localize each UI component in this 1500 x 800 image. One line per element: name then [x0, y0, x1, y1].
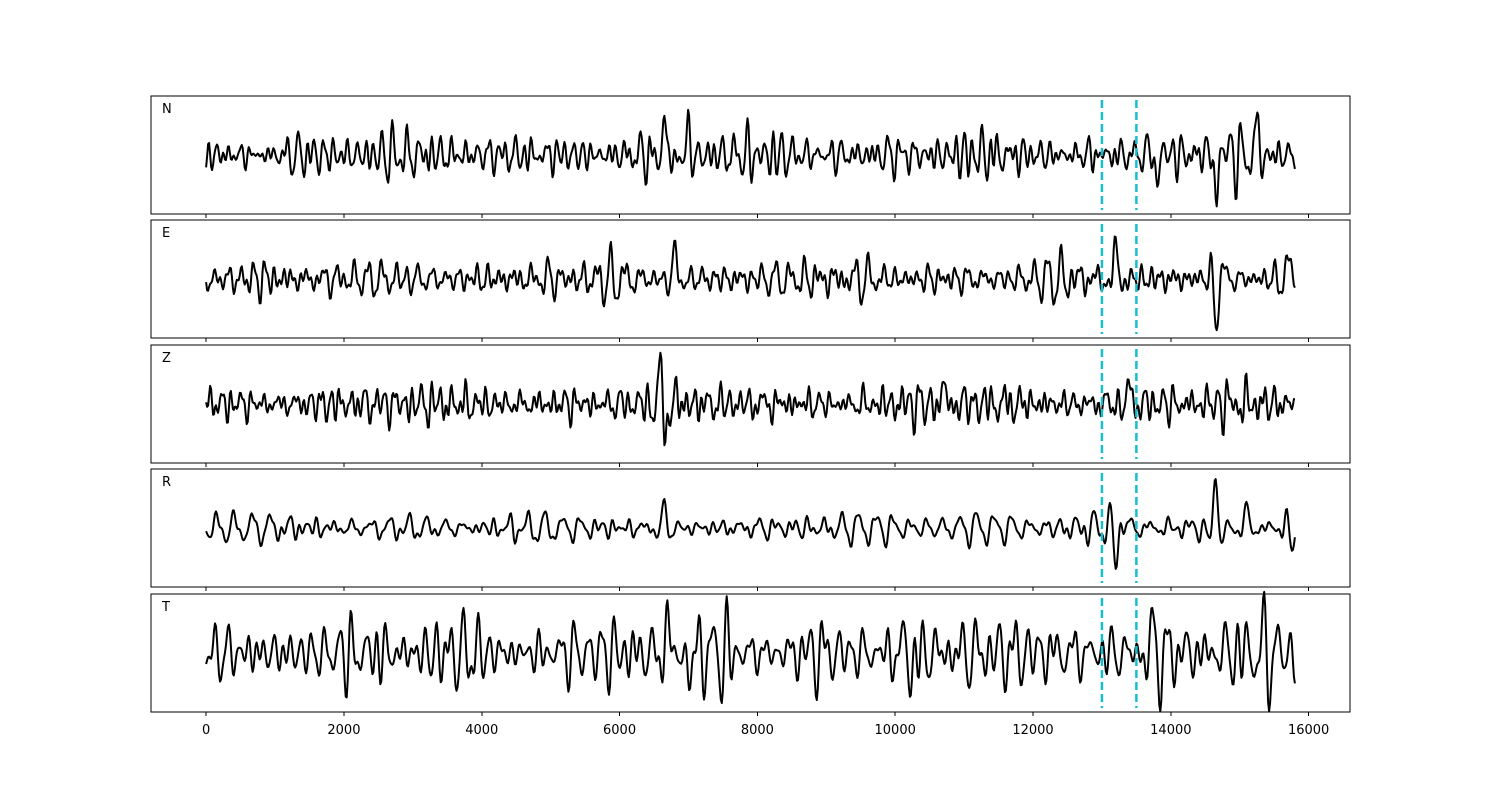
- x-tick-label: 10000: [875, 723, 916, 738]
- panel-frame: [150, 344, 1351, 464]
- x-tick-label: 6000: [603, 723, 636, 738]
- panel-label: E: [162, 226, 170, 241]
- trace-line-r: [205, 478, 1296, 570]
- panel-e: E: [150, 219, 1351, 342]
- panel-t: T: [150, 590, 1351, 716]
- x-tick-label: 8000: [741, 723, 774, 738]
- panel-frame: [150, 468, 1351, 588]
- panel-frame: [150, 593, 1351, 713]
- x-tick-label: 2000: [327, 723, 360, 738]
- panel-label: R: [162, 475, 171, 490]
- x-tick-label: 4000: [465, 723, 498, 738]
- trace-line-e: [205, 235, 1296, 332]
- panel-frame: [150, 95, 1351, 215]
- panel-label: T: [161, 600, 170, 615]
- panel-z: Z: [150, 344, 1351, 467]
- panel-frame: [150, 219, 1351, 339]
- panels-group: N E Z R T: [150, 95, 1351, 716]
- x-tick-label: 12000: [1012, 723, 1053, 738]
- trace-line-t: [205, 590, 1296, 713]
- x-tick-label: 16000: [1288, 723, 1329, 738]
- x-tick-label: 0: [202, 723, 210, 738]
- x-tick-label: 14000: [1150, 723, 1191, 738]
- trace-line-z: [205, 351, 1296, 447]
- trace-line-n: [205, 108, 1296, 208]
- x-axis: 0 2000 4000 6000 8000 10000 12000 14000 16000: [202, 723, 1329, 738]
- panel-label: Z: [162, 351, 171, 366]
- panel-label: N: [162, 102, 172, 117]
- panel-n: N: [150, 95, 1351, 218]
- panel-r: R: [150, 468, 1351, 591]
